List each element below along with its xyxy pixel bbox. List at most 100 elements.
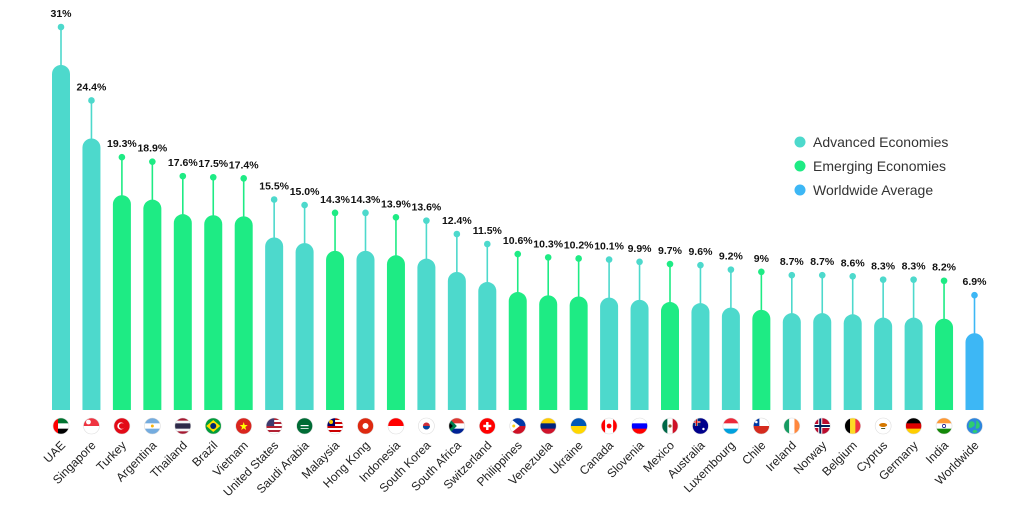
stem-dot-slovenia	[636, 258, 643, 266]
value-label-norway: 8.7%	[810, 256, 835, 268]
flag-saudi-arabia-icon	[296, 417, 313, 435]
value-label-luxembourg: 9.2%	[719, 251, 744, 263]
bar-philippines	[508, 292, 527, 410]
bar-south-africa	[447, 272, 466, 410]
flag-mexico-icon	[661, 417, 679, 435]
bar-chile	[752, 309, 771, 410]
flag-switzerland-icon	[478, 417, 496, 435]
flag-hong-kong-icon	[357, 417, 374, 435]
category-label-uae: UAE	[41, 438, 68, 465]
value-label-worldwide: 6.9%	[963, 276, 988, 288]
value-label-united-states: 15.5%	[259, 181, 289, 193]
value-label-south-korea: 13.6%	[412, 202, 442, 214]
flag-ukraine-icon	[570, 417, 587, 435]
stem-dot-venezuela	[544, 254, 552, 261]
stem-dot-belgium	[849, 272, 856, 280]
flag-indonesia-icon	[387, 417, 405, 435]
legend: Advanced Economies Emerging Economies Worl…	[794, 134, 948, 198]
value-label-indonesia: 13.9%	[381, 198, 411, 210]
value-label-vietnam: 17.4%	[229, 159, 259, 171]
stem-dot-argentina	[149, 158, 156, 165]
stem-dot-germany	[910, 276, 917, 283]
bar-argentina	[143, 199, 162, 410]
flag-canada-icon	[600, 417, 618, 435]
bar-vietnam	[234, 216, 253, 410]
bar-south-korea	[417, 258, 436, 410]
stem-dot-chile	[758, 268, 765, 276]
flag-luxembourg-icon	[722, 417, 740, 435]
bar-saudi-arabia	[295, 243, 314, 410]
bar-mexico	[661, 302, 679, 410]
stem-dot-thailand	[179, 172, 187, 180]
stem-dot-saudi-arabia	[301, 201, 308, 209]
legend-item-emerging: Emerging Economies	[794, 158, 946, 174]
stem-dot-worldwide	[971, 291, 978, 299]
value-label-ireland: 8.7%	[780, 256, 805, 268]
value-label-germany: 8.3%	[902, 261, 927, 273]
bar-luxembourg	[721, 307, 740, 410]
bar-malaysia	[326, 250, 345, 410]
bar-indonesia	[386, 255, 405, 410]
stem-dot-hong-kong	[362, 209, 369, 217]
bar-slovenia	[630, 299, 649, 410]
stem-dot-norway	[818, 271, 826, 279]
flag-turkey-icon	[113, 417, 131, 435]
stem-dot-canada	[605, 256, 613, 263]
value-label-uae: 31%	[50, 8, 72, 20]
bars-group	[52, 65, 984, 411]
value-label-malaysia: 14.3%	[320, 194, 350, 206]
value-label-venezuela: 10.3%	[533, 238, 563, 250]
bar-worldwide	[965, 333, 984, 410]
flag-south-africa-icon	[448, 417, 466, 435]
flag-australia-icon	[692, 417, 709, 435]
bar-belgium	[843, 314, 862, 410]
flag-cyprus-icon	[874, 417, 892, 435]
value-label-saudi-arabia: 15.0%	[290, 186, 320, 198]
value-label-hong-kong: 14.3%	[351, 194, 381, 206]
value-label-slovenia: 9.9%	[628, 243, 653, 255]
flag-south-korea-icon	[418, 417, 435, 435]
stem-dot-vietnam	[240, 175, 247, 182]
value-label-belgium: 8.6%	[841, 257, 866, 269]
stem-dot-australia	[697, 261, 704, 269]
bar-singapore	[82, 138, 101, 411]
bar-cyprus	[874, 317, 893, 410]
flag-thailand-icon	[174, 417, 192, 435]
stem-dot-cyprus	[879, 276, 887, 283]
value-label-south-africa: 12.4%	[442, 215, 472, 227]
globe-icon	[966, 417, 983, 435]
bar-brazil	[204, 215, 223, 410]
bar-canada	[600, 297, 619, 410]
stem-dot-india	[940, 277, 948, 285]
value-label-ukraine: 10.2%	[564, 239, 594, 251]
flag-brazil-icon	[204, 417, 222, 435]
flag-belgium-icon	[844, 417, 862, 435]
stems-group	[57, 23, 978, 336]
stem-dot-indonesia	[392, 214, 400, 221]
legend-swatch-emerging	[794, 160, 806, 172]
stem-dot-mexico	[666, 260, 674, 268]
stem-dot-ireland	[788, 271, 796, 279]
legend-label-worldwide: Worldwide Average	[813, 182, 933, 198]
stem-dot-south-africa	[453, 230, 461, 238]
flag-chile-icon	[753, 417, 770, 435]
flag-venezuela-icon	[539, 417, 557, 435]
bar-hong-kong	[356, 250, 375, 410]
flag-germany-icon	[905, 417, 922, 435]
bar-australia	[691, 303, 710, 410]
flag-argentina-icon	[144, 417, 161, 435]
flag-india-icon	[935, 417, 953, 435]
stem-dot-brazil	[209, 173, 217, 181]
legend-item-advanced: Advanced Economies	[794, 134, 948, 150]
value-labels-group: 31% 24.4% 19.3% 18.9%17.6% 17.5% 17.4%15.5% 15…	[50, 8, 987, 288]
value-label-argentina: 18.9%	[137, 143, 167, 155]
legend-label-emerging: Emerging Economies	[813, 158, 946, 174]
value-label-brazil: 17.5%	[198, 158, 228, 170]
legend-swatch-worldwide	[794, 184, 806, 196]
legend-label-advanced: Advanced Economies	[813, 134, 948, 150]
stem-dot-singapore	[88, 97, 95, 104]
value-label-turkey: 19.3%	[107, 138, 137, 150]
bar-united-states	[265, 237, 284, 410]
value-label-chile: 9%	[754, 253, 770, 265]
